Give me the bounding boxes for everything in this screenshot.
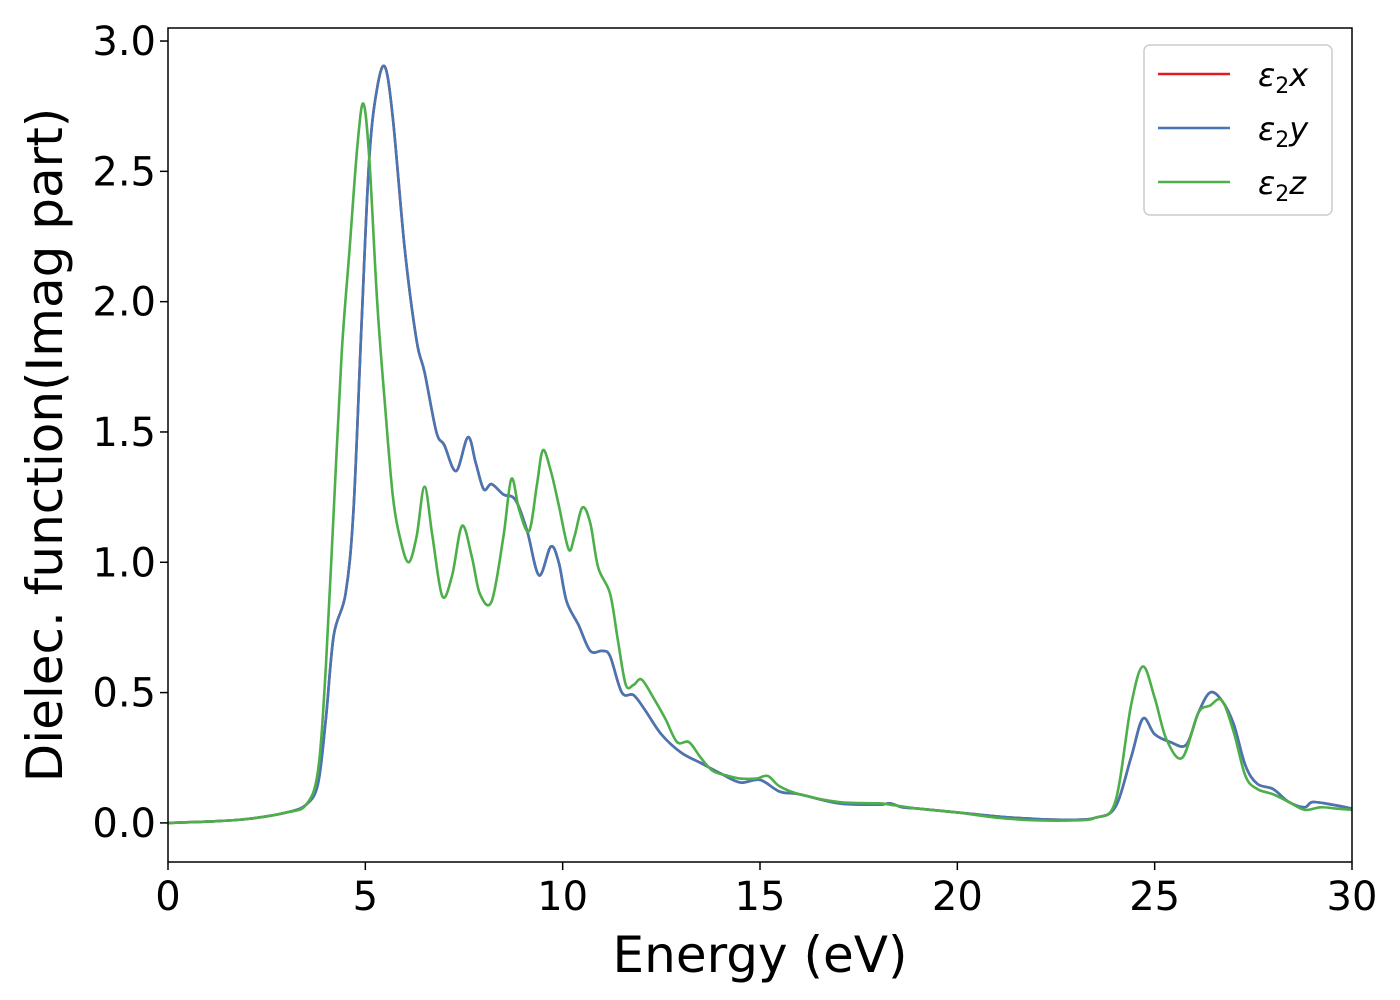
legend-label-x: ε2x <box>1258 56 1309 99</box>
legend-label-z: ε2z <box>1258 164 1307 207</box>
y-tick-label: 3.0 <box>92 19 156 65</box>
y-tick-label: 0.0 <box>92 801 156 847</box>
legend: ε2x ε2y ε2z <box>1143 44 1333 216</box>
x-tick-label: 15 <box>735 874 786 920</box>
y-tick-label: 1.5 <box>92 410 156 456</box>
y-tick-label: 0.5 <box>92 671 156 717</box>
legend-label-y: ε2y <box>1258 110 1309 153</box>
x-tick-label: 10 <box>537 874 588 920</box>
plot-lines <box>168 64 1352 825</box>
y-tick-label: 1.0 <box>92 540 156 586</box>
y-axis: 0.0 0.5 1.0 1.5 2.0 2.5 3.0 <box>92 19 168 847</box>
y-tick-label: 2.5 <box>92 149 156 195</box>
x-tick-label: 30 <box>1327 874 1378 920</box>
x-tick-label: 5 <box>353 874 378 920</box>
x-tick-label: 25 <box>1129 874 1180 920</box>
x-tick-label: 0 <box>155 874 180 920</box>
x-axis: 0 5 10 15 20 25 30 <box>155 862 1377 920</box>
legend-box <box>1143 44 1333 216</box>
y-tick-label: 2.0 <box>92 280 156 326</box>
y-axis-label: Dielec. function(Imag part) <box>16 108 74 783</box>
x-tick-label: 20 <box>932 874 983 920</box>
x-axis-label: Energy (eV) <box>613 926 908 984</box>
series-line-z <box>168 102 1352 825</box>
